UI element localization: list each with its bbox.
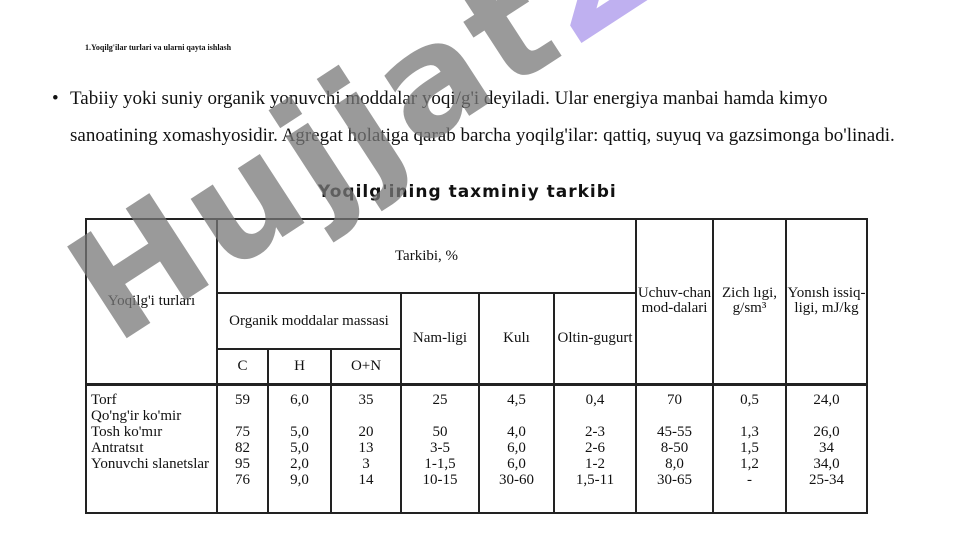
table-cell: 75 <box>235 423 250 440</box>
column-cells: 24,0 26,0 34 34,0 25-34 <box>785 382 868 514</box>
table-cell: 5,0 <box>290 439 309 456</box>
column-cells: 0,5 1,3 1,5 1,2- <box>712 382 787 514</box>
header-yonish: Yonısh issiq-ligi, mJ/kg <box>785 218 868 385</box>
table-cell: 8,0 <box>665 455 684 472</box>
column-cells: 4,5 4,0 6,0 6,0 30-60 <box>478 382 555 514</box>
table-cell: Yonuvchi slanetslar <box>91 455 210 472</box>
bullet-paragraph: • Tabiiy yoki suniy organik yonuvchi modd… <box>50 80 910 154</box>
column-cells: 59 75 82 95 76 <box>216 382 269 514</box>
table-cell: 3-5 <box>430 439 450 456</box>
table-cell: 70 <box>667 391 682 408</box>
table-cell: 6,0 <box>507 439 526 456</box>
table-cell: 1,2 <box>740 455 759 472</box>
table-cell: 34,0 <box>813 455 840 472</box>
table-cell: 30-60 <box>499 471 534 488</box>
table-cell: 50 <box>432 423 448 440</box>
table-cell: 0,5 <box>740 391 759 408</box>
table-cell: 4,5 <box>507 391 526 408</box>
table-cell: 1-2 <box>585 455 605 472</box>
watermark-number: 24 <box>496 0 776 80</box>
header-h: H <box>267 348 332 385</box>
column-cells: 0,4 2-3 2-6 1-2 1,5-11 <box>553 382 637 514</box>
table-cell: 59 <box>235 391 250 408</box>
header-namligi: Nam-ligi <box>400 292 480 385</box>
table-cell: Tosh ko'mır <box>91 423 163 440</box>
table-cell: - <box>747 471 752 488</box>
bullet-dot-icon: • <box>52 88 59 109</box>
table-cell: 0,4 <box>585 391 605 408</box>
column-cells: 35 20 13 3 14 <box>330 382 402 514</box>
table-cell: 25-34 <box>809 471 844 488</box>
header-zichligi: Zich lıgi, g/sm³ <box>712 218 787 385</box>
table-cell: 13 <box>358 439 374 456</box>
table-cell: 2,0 <box>290 455 309 472</box>
table-cell: Antratsıt <box>91 439 144 456</box>
column-cells: 70 45-55 8-50 8,0 30-65 <box>635 382 714 514</box>
table-cell: 82 <box>235 439 250 456</box>
table-cell: 9,0 <box>290 471 309 488</box>
table-cell: 10-15 <box>422 471 458 488</box>
table-cell: 14 <box>358 471 374 488</box>
header-oltingugurt: Oltin-gugurt <box>553 292 637 385</box>
table-title: Yoqilg'ining taxminiy tarkibi <box>318 182 617 202</box>
table-cell: 35 <box>358 391 374 408</box>
header-c: C <box>216 348 269 385</box>
table-cell: 8-50 <box>660 439 689 456</box>
table-cell: 6,0 <box>290 391 309 408</box>
table-cell: 34 <box>819 439 834 456</box>
table-cell: 30-65 <box>657 471 692 488</box>
table-cell: 2-3 <box>585 423 605 440</box>
table-cell: 1,3 <box>740 423 759 440</box>
header-organic: Organik moddalar massasi <box>216 292 402 350</box>
table-cell: 3 <box>362 455 370 472</box>
column-cells: 25 50 3-5 1-1,5 10-15 <box>400 382 480 514</box>
table-cell: 26,0 <box>813 423 840 440</box>
column-cells: 6,0 5,0 5,0 2,0 9,0 <box>267 382 332 514</box>
header-kuli: Kulı <box>478 292 555 385</box>
table-cell: 2-6 <box>585 439 605 456</box>
table-cell: Qo'ng'ir ko'mir <box>91 407 182 424</box>
header-on: O+N <box>330 348 402 385</box>
slide-title: 1.Yoqilg'ilar turlari va ularni qayta is… <box>85 43 232 52</box>
header-type: Yoqilg'i turları <box>85 218 218 385</box>
table-cell: 95 <box>235 455 250 472</box>
table-cell: 25 <box>432 391 448 408</box>
table-cell: 45-55 <box>657 423 692 440</box>
table-cell: 1,5-11 <box>575 471 615 488</box>
table-cell: 24,0 <box>813 391 840 408</box>
header-tarkibi: Tarkibi, % <box>216 218 637 294</box>
table-cell: 6,0 <box>507 455 526 472</box>
table-cell: 20 <box>358 423 374 440</box>
column-cells: Torf Qo'ng'ir ko'mir Tosh ko'mır Antratsıt Y… <box>85 382 218 514</box>
bullet-text: Tabiiy yoki suniy organik yonuvchi modda… <box>70 88 895 146</box>
table-cell: 5,0 <box>290 423 309 440</box>
table-cell: 76 <box>235 471 250 488</box>
fuel-composition-table: Yoqilg'i turları Tarkibi, % Uchuv-chan mod… <box>85 218 868 514</box>
header-uchuvchan: Uchuv-chan mod-dalari <box>635 218 714 385</box>
table-body-row: Torf Qo'ng'ir ko'mir Tosh ko'mır Antratsıt Y… <box>85 382 868 514</box>
table-cell: Torf <box>91 391 117 408</box>
table-cell: 1,5 <box>740 439 759 456</box>
table-cell: 1-1,5 <box>424 455 456 472</box>
table-cell: 4,0 <box>507 423 526 440</box>
